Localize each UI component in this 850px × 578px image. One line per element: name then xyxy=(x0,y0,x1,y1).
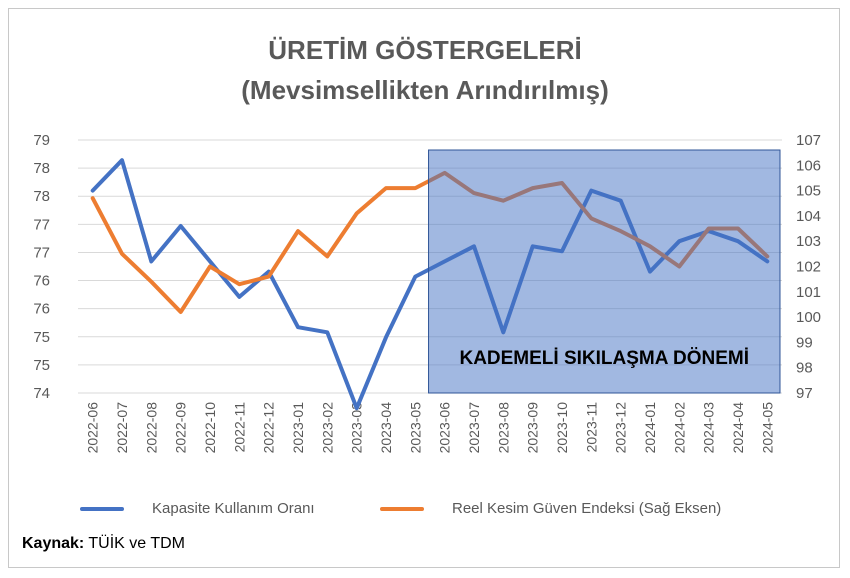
right-tick-label: 103 xyxy=(796,233,821,250)
right-axis-ticks: 97 98 99 100 101 102 103 104 105 106 107 xyxy=(796,132,821,402)
chart-frame xyxy=(8,8,840,568)
x-tick-label: 2023-11 xyxy=(583,402,599,453)
left-axis-ticks: 74 75 75 76 76 77 77 78 78 79 xyxy=(33,132,50,402)
left-tick-label: 78 xyxy=(33,188,50,205)
x-tick-label: 2022-08 xyxy=(143,402,159,454)
right-tick-label: 100 xyxy=(796,309,821,326)
x-tick-label: 2023-06 xyxy=(437,402,453,454)
left-tick-label: 78 xyxy=(33,160,50,177)
left-tick-label: 76 xyxy=(33,301,50,318)
x-tick-label: 2022-06 xyxy=(85,402,101,454)
right-tick-label: 97 xyxy=(796,385,813,402)
band-label: KADEMELİ SIKILAŞMA DÖNEMİ xyxy=(459,348,749,369)
right-tick-label: 101 xyxy=(796,284,821,301)
x-tick-label: 2024-04 xyxy=(730,402,746,454)
x-tick-label: 2022-07 xyxy=(114,402,130,454)
right-tick-label: 99 xyxy=(796,334,813,351)
left-tick-label: 77 xyxy=(33,216,50,233)
x-tick-label: 2024-01 xyxy=(642,402,658,454)
x-tick-label: 2024-02 xyxy=(671,402,687,454)
x-tick-label: 2022-10 xyxy=(202,402,218,454)
line-chart: 74 75 75 76 76 77 77 78 78 79 97 98 99 100 101 102 103 1… xyxy=(33,132,821,454)
right-tick-label: 102 xyxy=(796,259,821,276)
left-tick-label: 79 xyxy=(33,132,50,149)
source-text: TÜİK ve TDM xyxy=(84,535,186,552)
legend-item-confidence: Reel Kesim Güven Endeksi (Sağ Eksen) xyxy=(380,500,721,517)
legend-swatch-confidence xyxy=(380,506,424,511)
legend-swatch-capacity xyxy=(80,506,124,511)
x-tick-label: 2023-05 xyxy=(407,402,423,454)
x-tick-label: 2022-11 xyxy=(231,402,247,453)
left-tick-label: 74 xyxy=(33,385,50,402)
x-tick-label: 2023-01 xyxy=(290,402,306,454)
right-tick-label: 104 xyxy=(796,208,821,225)
x-tick-label: 2023-08 xyxy=(495,402,511,454)
tightening-band: KADEMELİ SIKILAŞMA DÖNEMİ xyxy=(428,149,781,394)
source-label: Kaynak: xyxy=(22,535,85,552)
chart-title: ÜRETİM GÖSTERGELERİ (Mevsimsellikten Arı… xyxy=(0,30,850,110)
left-tick-label: 76 xyxy=(33,273,50,290)
right-tick-label: 105 xyxy=(796,183,821,200)
chart-title-line1: ÜRETİM GÖSTERGELERİ xyxy=(268,35,582,65)
x-tick-label: 2023-03 xyxy=(349,402,365,454)
legend-label-capacity: Kapasite Kullanım Oranı xyxy=(152,500,315,517)
x-tick-label: 2023-12 xyxy=(613,402,629,454)
source-note: Kaynak: TÜİK ve TDM xyxy=(22,535,185,553)
x-tick-label: 2023-07 xyxy=(466,402,482,454)
x-tick-label: 2022-09 xyxy=(173,402,189,454)
right-tick-label: 107 xyxy=(796,132,821,149)
legend-item-capacity: Kapasite Kullanım Oranı xyxy=(80,500,315,517)
legend-label-confidence: Reel Kesim Güven Endeksi (Sağ Eksen) xyxy=(452,500,722,517)
chart-title-line2: (Mevsimsellikten Arındırılmış) xyxy=(241,75,609,105)
x-tick-label: 2024-03 xyxy=(701,402,717,454)
left-tick-label: 75 xyxy=(33,329,50,346)
left-tick-label: 75 xyxy=(33,357,50,374)
x-tick-label: 2024-05 xyxy=(759,402,775,454)
band-rect xyxy=(428,149,781,394)
right-tick-label: 106 xyxy=(796,157,821,174)
x-tick-label: 2023-02 xyxy=(319,402,335,454)
x-tick-label: 2023-10 xyxy=(554,402,570,454)
x-axis-ticks: 2022-06 2022-07 2022-08 2022-09 2022-10 2022-… xyxy=(85,402,776,454)
x-tick-label: 2023-04 xyxy=(378,402,394,454)
x-tick-label: 2022-12 xyxy=(261,402,277,454)
right-tick-label: 98 xyxy=(796,360,813,377)
x-tick-label: 2023-09 xyxy=(525,402,541,454)
legend: Kapasite Kullanım Oranı Reel Kesim Güven… xyxy=(80,500,820,522)
left-tick-label: 77 xyxy=(33,244,50,261)
